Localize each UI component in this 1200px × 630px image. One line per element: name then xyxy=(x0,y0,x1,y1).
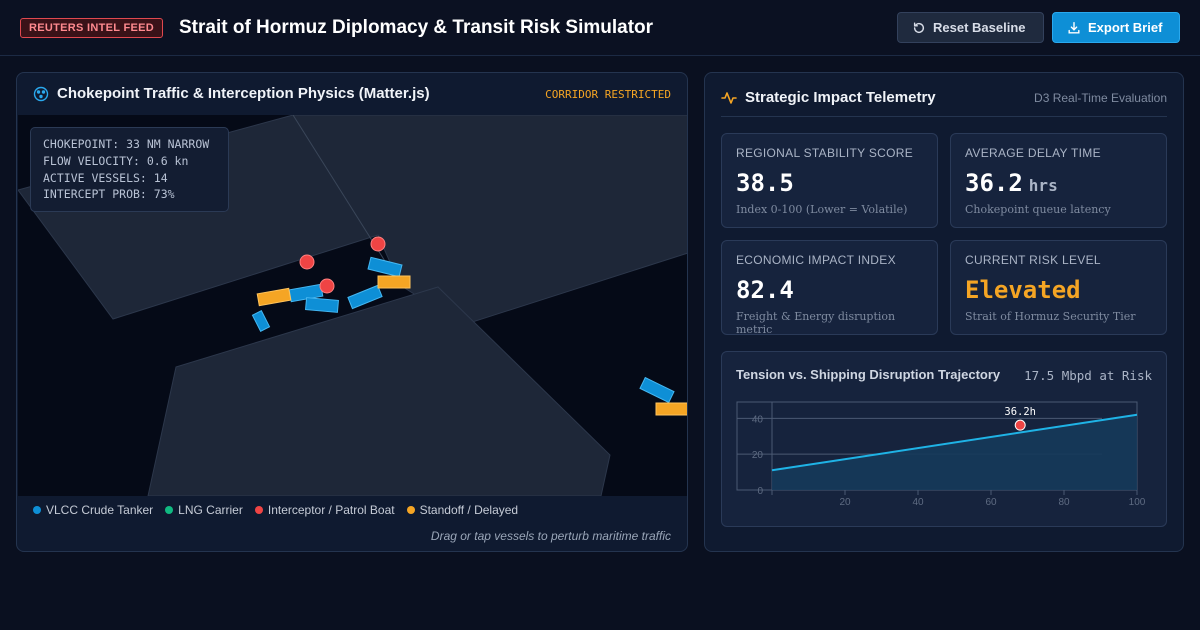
risk-level-card: Current Risk Level Elevated Strait of Ho… xyxy=(950,240,1167,335)
x-tick-label: 60 xyxy=(985,497,997,508)
vlcc-tanker xyxy=(347,284,383,310)
card-sub: Strait of Hormuz Security Tier xyxy=(965,310,1136,323)
economic-impact-card: Economic Impact Index 82.4 Freight & Ene… xyxy=(721,240,938,336)
delay-time-card: Average Delay Time 36.2 hrs Chokepoint qu… xyxy=(950,133,1167,228)
legend-swatch xyxy=(406,506,415,514)
telemetry-title: Strategic Impact Telemetry xyxy=(745,89,936,106)
card-value: 38.5 xyxy=(736,169,923,197)
vessel-legend: VLCC Crude Tanker LNG Carrier Intercepto… xyxy=(33,503,518,517)
legend-item: Standoff / Delayed xyxy=(406,503,519,517)
southern-landmass xyxy=(147,286,611,496)
card-label: Regional Stability Score xyxy=(736,146,914,160)
x-tick-label: 20 xyxy=(839,497,851,508)
telemetry-panel: Strategic Impact Telemetry D3 Real-Time … xyxy=(704,72,1184,552)
divider xyxy=(721,116,1167,117)
reset-baseline-label: Reset Baseline xyxy=(933,20,1026,35)
economic-impact-value: 82.4 xyxy=(736,276,794,304)
current-point-marker xyxy=(1014,419,1026,431)
download-icon xyxy=(1068,21,1080,34)
activity-pulse-icon xyxy=(721,92,737,104)
legend-item: Interceptor / Patrol Boat xyxy=(254,503,395,517)
standoff-vessel xyxy=(655,402,687,416)
x-tick-label: 80 xyxy=(1058,497,1070,508)
delay-time-unit: hrs xyxy=(1028,176,1058,195)
patrol-boat xyxy=(370,236,386,252)
patrol-boat xyxy=(299,254,315,270)
card-label: Current Risk Level xyxy=(965,253,1101,267)
chokepoint-readout: CHOKEPOINT: 33 NM NARROW FLOW VELOCITY: … xyxy=(30,127,229,212)
x-tick-label: 40 xyxy=(912,497,924,508)
y-tick-label: 20 xyxy=(752,450,764,461)
risk-level-value: Elevated xyxy=(965,276,1081,304)
card-value: 36.2 hrs xyxy=(965,169,1152,197)
card-value: 82.4 xyxy=(736,276,923,304)
marker-label: 36.2h xyxy=(1004,406,1036,418)
chart-title: Tension vs. Shipping Disruption Trajecto… xyxy=(736,367,1001,382)
card-sub: Freight & Energy disruption metric xyxy=(736,310,896,336)
vlcc-tanker xyxy=(251,310,271,332)
card-value: Elevated xyxy=(965,276,1152,304)
page-title: Strait of Hormuz Diplomacy & Transit Ris… xyxy=(179,17,654,38)
legend-item: LNG Carrier xyxy=(165,503,243,517)
standoff-vessel xyxy=(256,287,292,307)
interaction-hint: Drag or tap vessels to perturb maritime … xyxy=(430,529,671,543)
x-tick-label: 100 xyxy=(1129,497,1146,508)
stability-score-card: Regional Stability Score 38.5 Index 0-10… xyxy=(721,133,938,228)
patrol-boat xyxy=(319,278,335,294)
series-line xyxy=(771,413,1138,472)
card-label: Average Delay Time xyxy=(965,146,1101,160)
card-label: Economic Impact Index xyxy=(736,253,896,267)
vlcc-tanker xyxy=(639,376,675,404)
readout-line: FLOW VELOCITY: 0.6 kn xyxy=(43,153,189,168)
readout-line: INTERCEPT PROB: 73% xyxy=(43,187,175,202)
app-header: REUTERS INTEL FEED Strait of Hormuz Dipl… xyxy=(0,0,1200,56)
series-area xyxy=(772,414,1137,490)
readout-line: CHOKEPOINT: 33 NM NARROW xyxy=(43,137,210,151)
card-sub: Chokepoint queue latency xyxy=(965,203,1111,216)
legend-label: LNG Carrier xyxy=(178,503,243,517)
vlcc-tanker xyxy=(367,256,403,278)
y-tick-label: 0 xyxy=(757,486,763,497)
legend-swatch xyxy=(254,506,263,514)
feed-badge: REUTERS INTEL FEED xyxy=(20,18,163,38)
physics-orbit-icon xyxy=(33,86,49,102)
delay-time-value: 36.2 xyxy=(965,169,1023,197)
export-brief-button[interactable]: Export Brief xyxy=(1052,12,1180,43)
corridor-boundary xyxy=(292,115,401,286)
legend-label: Interceptor / Patrol Boat xyxy=(267,503,395,517)
legend-item: VLCC Crude Tanker xyxy=(33,503,153,517)
readout-line: ACTIVE VESSELS: 14 xyxy=(43,170,168,185)
reset-icon xyxy=(913,21,925,33)
standoff-vessel xyxy=(377,275,411,289)
vlcc-tanker xyxy=(304,297,340,313)
stability-score-value: 38.5 xyxy=(736,169,794,197)
trajectory-chart: 0 20 40 20 40 60 80 100 36.2h Tension vs. Shippi… xyxy=(721,351,1167,527)
simulation-canvas[interactable]: CHOKEPOINT: 33 NM NARROW FLOW VELOCITY: … xyxy=(18,115,687,496)
card-sub: Index 0-100 (Lower = Volatile) xyxy=(736,203,908,216)
legend-swatch xyxy=(165,506,174,514)
y-tick-label: 40 xyxy=(752,414,764,425)
legend-label: VLCC Crude Tanker xyxy=(46,503,154,517)
corridor-status-tag: CORRIDOR RESTRICTED xyxy=(545,88,671,101)
trajectory-chart-svg: 0 20 40 20 40 60 80 100 36.2h xyxy=(736,401,1146,508)
simulation-title: Chokepoint Traffic & Interception Physic… xyxy=(57,85,430,102)
legend-swatch xyxy=(33,506,41,514)
reset-baseline-button[interactable]: Reset Baseline xyxy=(897,12,1044,43)
simulation-panel: Chokepoint Traffic & Interception Physic… xyxy=(16,72,688,552)
telemetry-subtitle: D3 Real-Time Evaluation xyxy=(1034,91,1167,105)
chart-risk-label: 17.5 Mbpd at Risk xyxy=(1024,368,1152,383)
export-brief-label: Export Brief xyxy=(1088,20,1163,35)
legend-label: Standoff / Delayed xyxy=(419,503,519,517)
